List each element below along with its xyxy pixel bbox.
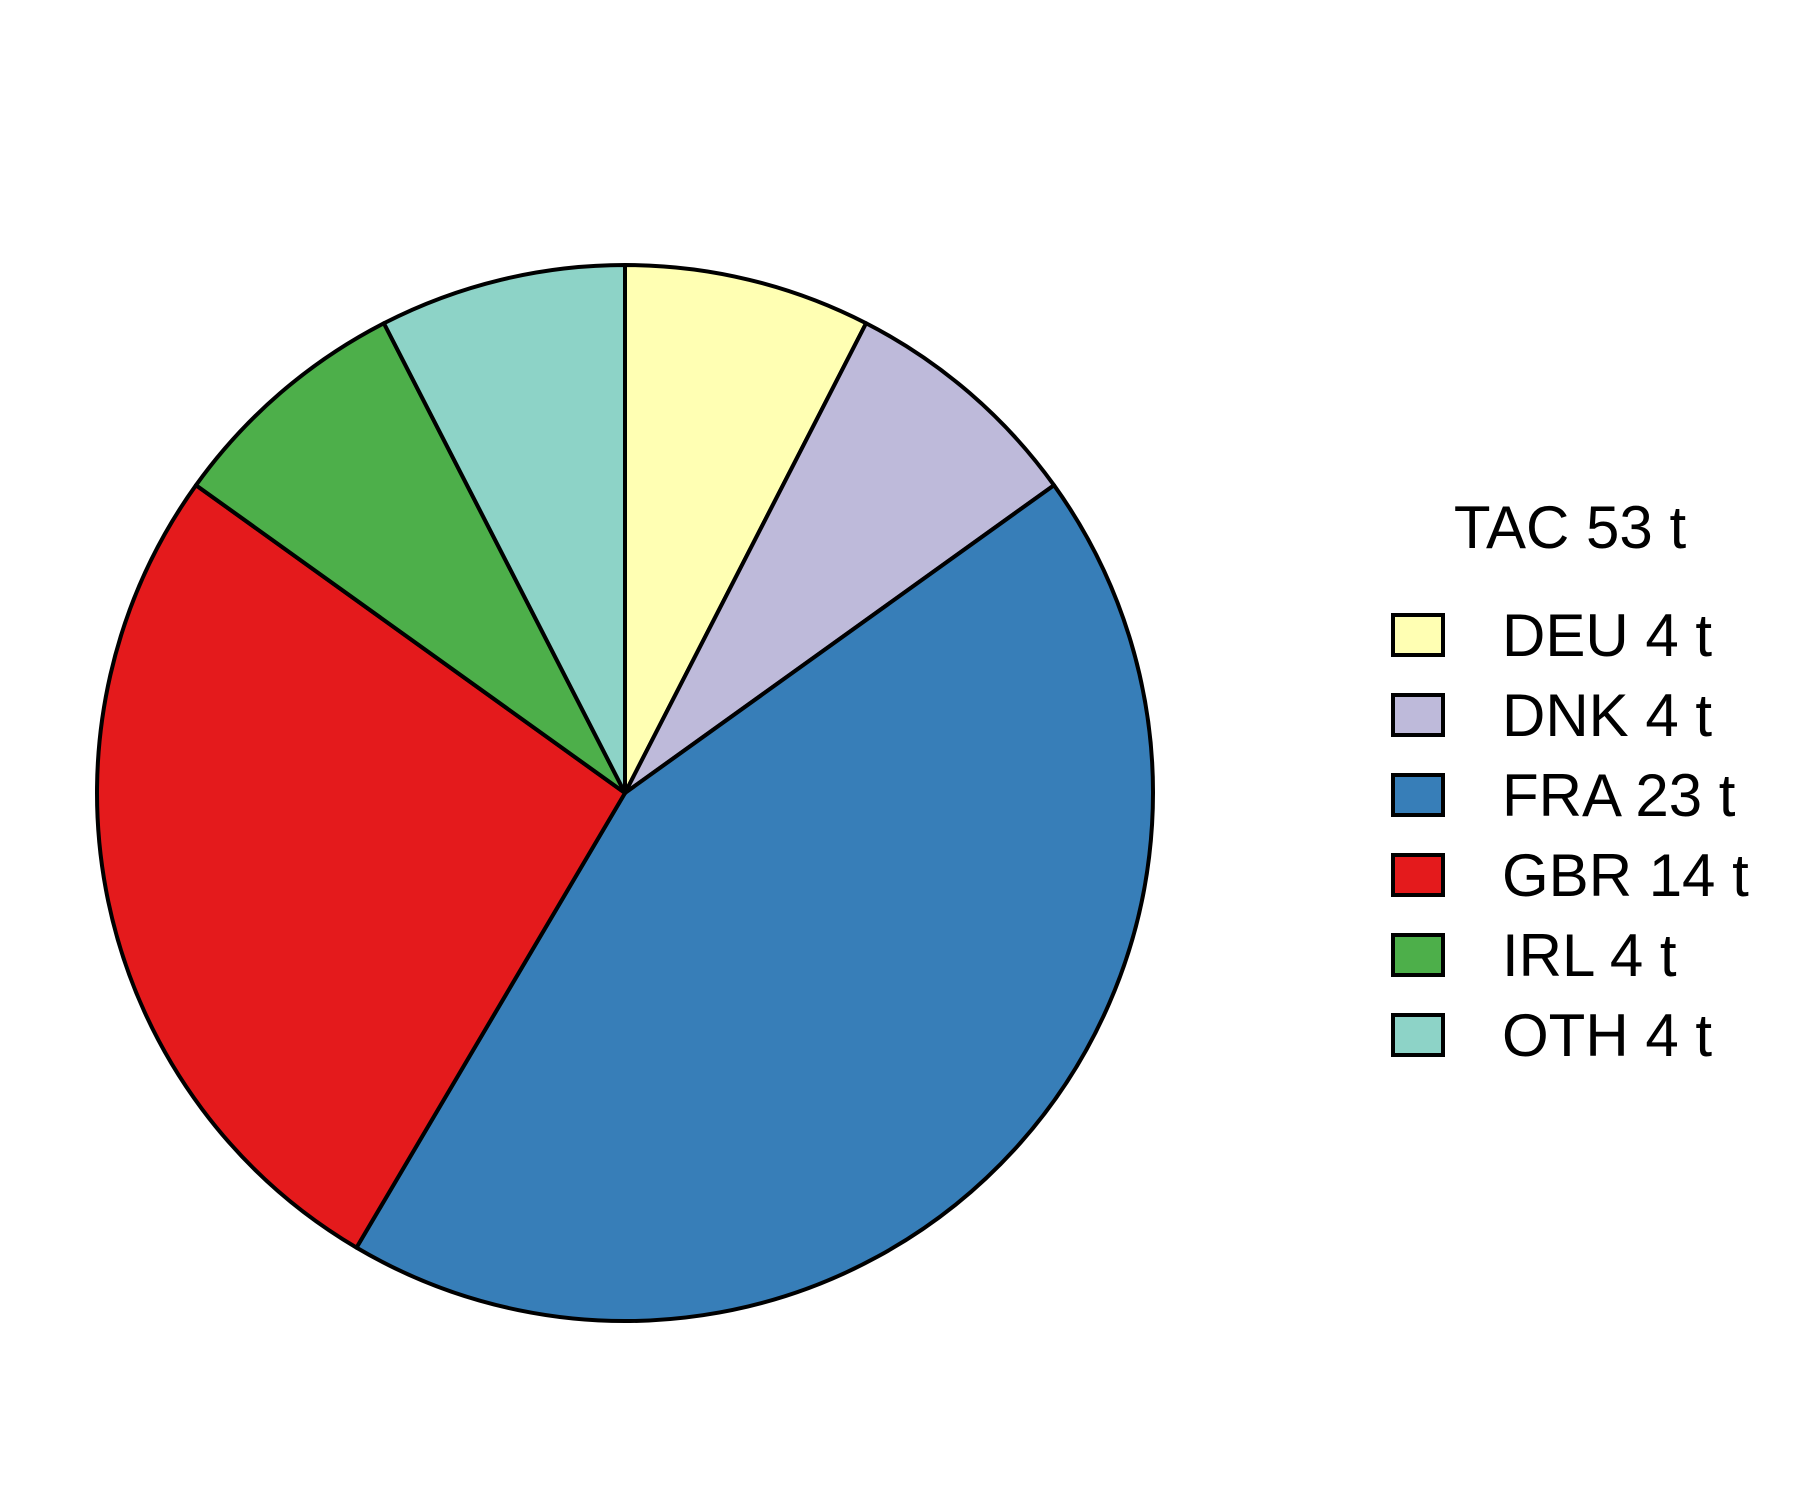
- legend-label-irl: IRL 4 t: [1502, 922, 1677, 989]
- pie-slice-irl: [194, 321, 627, 795]
- pie-slice-oth: [381, 263, 627, 795]
- legend-swatch-dnk: [1391, 693, 1445, 737]
- legend-swatch-gbr: [1391, 853, 1445, 897]
- legend: TAC 53 t DEU 4 t DNK 4 t FRA 23 t GBR 14 t I…: [1391, 494, 1749, 1069]
- legend-label-deu: DEU 4 t: [1502, 602, 1712, 669]
- legend-swatch-oth: [1391, 1013, 1445, 1057]
- pie-slice-dnk: [623, 321, 1056, 795]
- legend-swatch-fra: [1391, 773, 1445, 817]
- legend-label-gbr: GBR 14 t: [1502, 842, 1749, 909]
- legend-title: TAC 53 t: [1454, 494, 1687, 561]
- legend-label-fra: FRA 23 t: [1502, 762, 1736, 829]
- pie-slices: [95, 263, 1155, 1323]
- legend-swatch-irl: [1391, 933, 1445, 977]
- legend-label-oth: OTH 4 t: [1502, 1002, 1712, 1069]
- pie-slice-gbr: [95, 483, 627, 1250]
- legend-item-gbr: GBR 14 t: [1391, 842, 1749, 909]
- legend-item-fra: FRA 23 t: [1391, 762, 1736, 829]
- legend-item-dnk: DNK 4 t: [1391, 682, 1712, 749]
- legend-item-irl: IRL 4 t: [1391, 922, 1677, 989]
- legend-item-deu: DEU 4 t: [1391, 602, 1712, 669]
- legend-swatch-deu: [1391, 613, 1445, 657]
- legend-label-dnk: DNK 4 t: [1502, 682, 1712, 749]
- legend-item-oth: OTH 4 t: [1391, 1002, 1712, 1069]
- legend-items: DEU 4 t DNK 4 t FRA 23 t GBR 14 t IRL 4 t OTH…: [1391, 602, 1749, 1069]
- pie-slice-fra: [354, 483, 1155, 1323]
- pie-slice-deu: [623, 263, 869, 795]
